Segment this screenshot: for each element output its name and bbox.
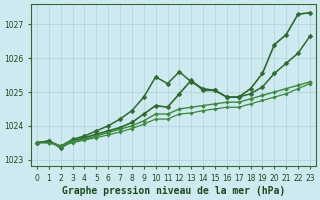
X-axis label: Graphe pression niveau de la mer (hPa): Graphe pression niveau de la mer (hPa) [62,186,285,196]
